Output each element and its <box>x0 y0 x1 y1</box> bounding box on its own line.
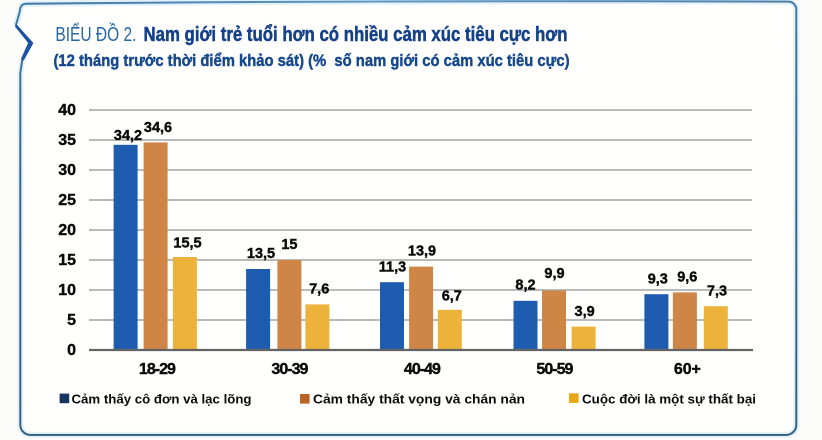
svg-text:Cuộc đời là một sự thất bại: Cuộc đời là một sự thất bại <box>582 391 756 406</box>
svg-text:15,5: 15,5 <box>173 235 201 251</box>
svg-text:0: 0 <box>67 342 76 359</box>
svg-text:9,6: 9,6 <box>677 269 697 285</box>
svg-text:11,3: 11,3 <box>379 260 406 276</box>
svg-text:9,3: 9,3 <box>648 271 668 287</box>
svg-text:34,6: 34,6 <box>144 120 172 136</box>
svg-text:9,9: 9,9 <box>544 266 564 282</box>
svg-text:35: 35 <box>58 132 76 149</box>
svg-text:(12 tháng trước thời điểm khảo: (12 tháng trước thời điểm khảo sát) (% s… <box>54 52 570 70</box>
svg-text:10: 10 <box>58 282 76 299</box>
svg-text:34,2: 34,2 <box>114 128 142 144</box>
svg-text:18-29: 18-29 <box>139 361 176 378</box>
svg-text:50-59: 50-59 <box>536 361 573 378</box>
svg-text:7,6: 7,6 <box>309 282 329 298</box>
svg-text:6,7: 6,7 <box>442 289 462 305</box>
svg-text:7,3: 7,3 <box>707 283 727 299</box>
svg-text:25: 25 <box>58 192 76 209</box>
svg-text:40-49: 40-49 <box>404 361 441 378</box>
svg-text:15: 15 <box>281 237 297 253</box>
svg-text:3,9: 3,9 <box>575 304 595 320</box>
svg-text:13,5: 13,5 <box>247 246 275 262</box>
svg-text:20: 20 <box>58 222 76 239</box>
svg-text:5: 5 <box>67 312 76 329</box>
svg-text:15: 15 <box>58 252 76 269</box>
svg-text:BIỂU ĐỒ 2.: BIỂU ĐỒ 2. <box>55 22 136 46</box>
svg-text:Cảm thấy cô đơn và lạc lõng: Cảm thấy cô đơn và lạc lõng <box>72 391 252 406</box>
svg-text:40: 40 <box>58 102 76 119</box>
svg-text:8,2: 8,2 <box>515 278 535 294</box>
svg-text:30-39: 30-39 <box>271 361 308 378</box>
svg-text:30: 30 <box>58 162 76 179</box>
svg-text:Cảm thấy thất vọng và chán nản: Cảm thấy thất vọng và chán nản <box>313 391 525 406</box>
svg-text:13,9: 13,9 <box>408 243 436 259</box>
svg-text:60+: 60+ <box>674 361 701 378</box>
svg-text:Nam giới trẻ tuổi hơn có nhiều: Nam giới trẻ tuổi hơn có nhiều cảm xúc t… <box>144 24 568 46</box>
